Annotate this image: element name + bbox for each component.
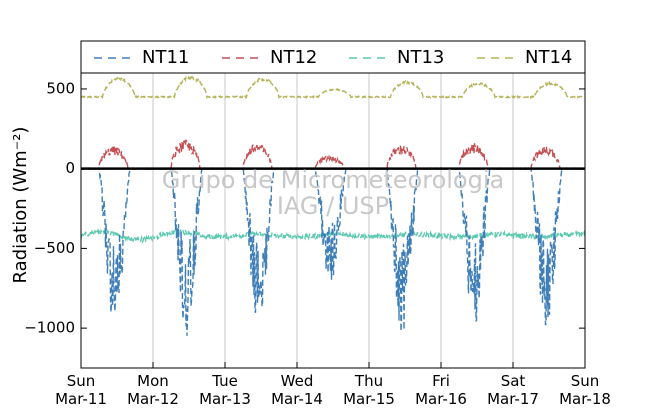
legend-label-nt14: NT14 bbox=[525, 47, 572, 68]
x-tick-label-day: Sun bbox=[571, 372, 600, 390]
y-axis: 500 0 −500 −1000 bbox=[24, 79, 585, 337]
legend-frame bbox=[80, 40, 586, 74]
x-tick-label-day: Thu bbox=[354, 372, 383, 390]
legend-label-nt12: NT12 bbox=[270, 47, 317, 68]
legend-label-nt13: NT13 bbox=[397, 47, 444, 68]
series-line-nt14 bbox=[80, 73, 585, 100]
x-tick-label-date: Mar-16 bbox=[415, 390, 467, 408]
x-tick-label-day: Wed bbox=[281, 372, 314, 390]
x-tick-label-date: Mar-11 bbox=[55, 390, 107, 408]
x-tick-label-day: Sat bbox=[501, 372, 526, 390]
x-tick-label-day: Tue bbox=[211, 372, 238, 390]
x-axis: SunMar-11MonMar-12TueMar-13WedMar-14ThuM… bbox=[55, 362, 611, 408]
watermark-line-2: IAG / USP bbox=[277, 192, 389, 220]
x-tick-label-date: Mar-14 bbox=[271, 390, 323, 408]
y-axis-label: Radiation (Wm⁻²) bbox=[10, 127, 31, 284]
grid bbox=[152, 73, 514, 368]
y-tick-label: −1000 bbox=[24, 319, 75, 337]
series-line-nt12 bbox=[80, 139, 585, 172]
watermark-line-1: Grupo de Micrometeorologia bbox=[162, 166, 504, 194]
x-tick-label-date: Mar-13 bbox=[199, 390, 251, 408]
legend: NT11 NT12 NT13 NT14 bbox=[80, 40, 586, 74]
x-tick-label-day: Sun bbox=[67, 372, 96, 390]
legend-label-nt11: NT11 bbox=[142, 47, 189, 68]
x-tick-label-day: Mon bbox=[137, 372, 169, 390]
y-tick-label: 500 bbox=[46, 79, 75, 97]
y-tick-label: −500 bbox=[34, 239, 75, 257]
x-tick-label-day: Fri bbox=[432, 372, 450, 390]
x-tick-label-date: Mar-17 bbox=[487, 390, 539, 408]
watermark: Grupo de Micrometeorologia IAG / USP bbox=[162, 166, 504, 220]
x-tick-label-date: Mar-18 bbox=[559, 390, 611, 408]
plot-frame bbox=[80, 72, 586, 369]
x-tick-label-date: Mar-12 bbox=[127, 390, 179, 408]
x-tick-label-date: Mar-15 bbox=[343, 390, 395, 408]
y-tick-label: 0 bbox=[65, 159, 75, 177]
